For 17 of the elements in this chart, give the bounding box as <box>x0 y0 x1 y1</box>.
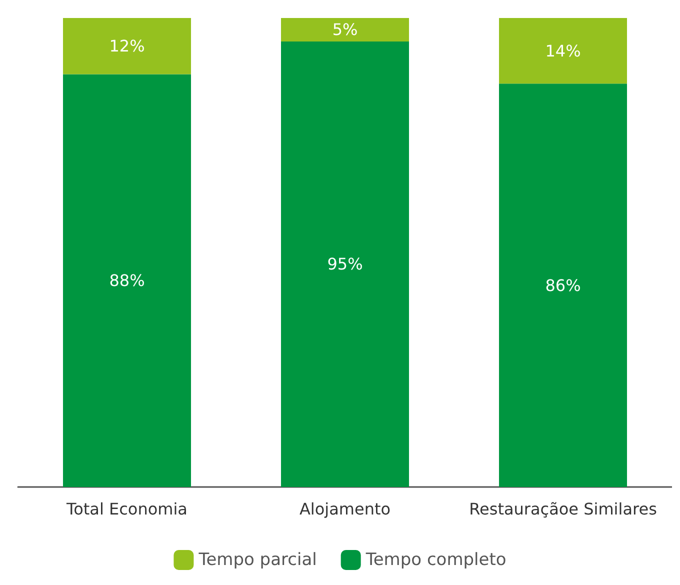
data-label: 88% <box>109 271 145 290</box>
bar <box>499 84 627 487</box>
x-tick-label: Alojamento <box>299 500 391 518</box>
bar <box>281 18 409 42</box>
data-label: 5% <box>332 20 358 40</box>
bar <box>281 41 409 487</box>
bar <box>63 18 191 74</box>
legend-label: Tempo completo <box>364 550 506 570</box>
data-label: 95% <box>327 254 363 274</box>
data-label: 14% <box>545 41 581 60</box>
bar <box>499 18 627 84</box>
bar <box>63 74 191 487</box>
data-label: 12% <box>109 36 145 56</box>
data-label: 86% <box>545 276 581 295</box>
x-tick-label: Restauraçãoe Similares <box>469 500 657 518</box>
legend-label: Tempo parcial <box>198 550 317 570</box>
x-tick-label: Total Economia <box>66 500 188 518</box>
